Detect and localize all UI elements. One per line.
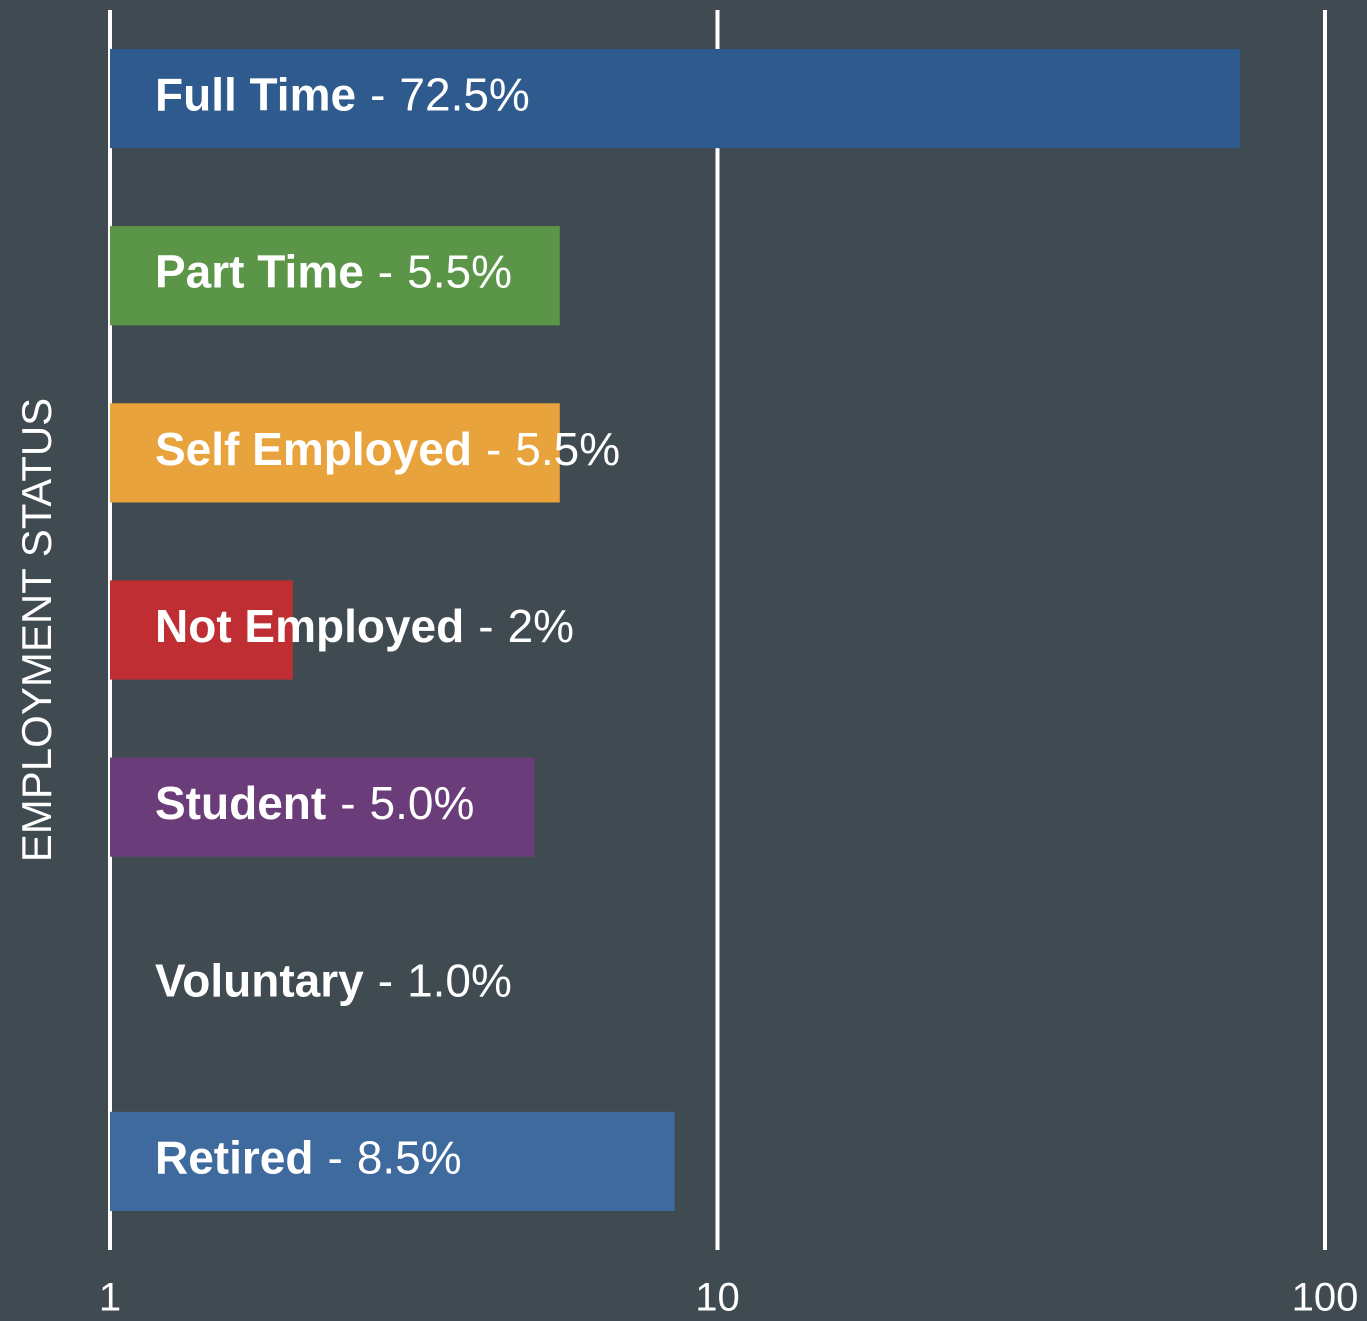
bar (110, 580, 293, 680)
bar-label: Full Time -72.5% (155, 69, 530, 121)
separator: - (378, 246, 393, 298)
bar (110, 1111, 675, 1212)
separator: - (370, 69, 385, 121)
bar-label: Part Time -5.5% (155, 246, 512, 298)
value-label: 5.5% (407, 246, 512, 298)
value-label: 8.5% (357, 1132, 462, 1184)
value-label: 2% (508, 600, 574, 652)
category-label: Retired (155, 1132, 313, 1184)
x-tick-label: 1 (99, 1276, 121, 1320)
value-label: 1.0% (407, 954, 512, 1006)
value-label: 5.0% (370, 777, 475, 829)
bar (110, 48, 1241, 149)
y-axis-title: EMPLOYMENT STATUS (13, 398, 60, 862)
separator: - (486, 423, 501, 475)
bar (110, 757, 535, 857)
category-label: Student (155, 777, 326, 829)
bar-label: Retired -8.5% (155, 1132, 462, 1184)
separator: - (327, 1132, 342, 1184)
bar (110, 226, 560, 326)
value-label: 5.5% (515, 423, 620, 475)
bar-label: Student -5.0% (155, 777, 474, 829)
bar-label: Voluntary -1.0% (155, 954, 512, 1006)
x-tick-label: 10 (695, 1276, 740, 1320)
category-label: Part Time (155, 246, 364, 298)
x-tick-label: 100 (1292, 1276, 1359, 1320)
separator: - (340, 777, 355, 829)
bar (110, 403, 560, 503)
value-label: 72.5% (399, 69, 529, 121)
bar-label: Self Employed -5.5% (155, 423, 620, 475)
category-label: Not Employed (155, 600, 464, 652)
separator: - (378, 954, 393, 1006)
bar-label: Not Employed -2% (155, 600, 574, 652)
category-label: Voluntary (155, 954, 364, 1006)
category-label: Full Time (155, 69, 356, 121)
separator: - (478, 600, 493, 652)
category-label: Self Employed (155, 423, 472, 475)
